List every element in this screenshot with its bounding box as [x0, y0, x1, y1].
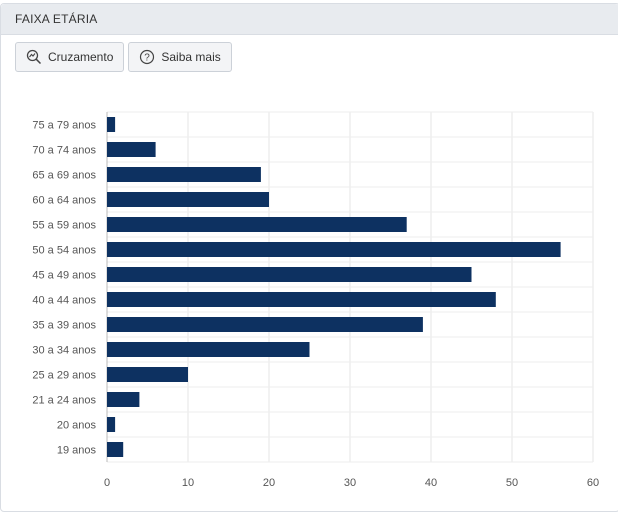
age-range-panel: FAIXA ETÁRIA Cruzamento ? Saiba mais — [0, 3, 618, 512]
y-tick-label: 21 a 24 anos — [32, 395, 96, 407]
y-tick-label: 30 a 34 anos — [32, 345, 96, 357]
bar — [107, 317, 423, 332]
bar — [107, 142, 156, 157]
magnifier-chart-icon — [26, 49, 42, 65]
bar — [107, 292, 496, 307]
y-tick-label: 45 a 49 anos — [32, 270, 96, 282]
y-tick-label: 35 a 39 anos — [32, 320, 96, 332]
x-tick-label: 20 — [263, 477, 275, 489]
info-button[interactable]: ? Saiba mais — [128, 42, 232, 72]
y-tick-label: 60 a 64 anos — [32, 195, 96, 207]
bar — [107, 367, 188, 382]
x-tick-label: 0 — [104, 477, 110, 489]
svg-text:?: ? — [145, 53, 151, 64]
y-tick-label: 19 anos — [57, 445, 97, 457]
y-tick-label: 50 a 54 anos — [32, 245, 96, 257]
info-button-label: Saiba mais — [161, 50, 221, 64]
y-tick-label: 25 a 29 anos — [32, 370, 96, 382]
bar — [107, 192, 269, 207]
y-tick-label: 55 a 59 anos — [32, 220, 96, 232]
bar — [107, 167, 261, 182]
y-tick-label: 40 a 44 anos — [32, 295, 96, 307]
bar — [107, 217, 407, 232]
x-tick-label: 50 — [506, 477, 518, 489]
bar — [107, 392, 140, 407]
toolbar: Cruzamento ? Saiba mais — [15, 42, 232, 72]
x-tick-label: 40 — [425, 477, 437, 489]
y-tick-label: 65 a 69 anos — [32, 170, 96, 182]
x-tick-label: 60 — [587, 477, 599, 489]
cross-button[interactable]: Cruzamento — [15, 42, 125, 72]
bar — [107, 117, 116, 132]
bar — [107, 267, 472, 282]
cross-button-label: Cruzamento — [48, 50, 114, 64]
bar — [107, 417, 116, 432]
x-tick-label: 30 — [344, 477, 356, 489]
y-tick-label: 75 a 79 anos — [32, 120, 96, 132]
bar — [107, 442, 124, 457]
x-tick-label: 10 — [182, 477, 194, 489]
question-circle-icon: ? — [140, 49, 155, 65]
bar — [107, 242, 561, 257]
y-tick-label: 70 a 74 anos — [32, 145, 96, 157]
panel-title: FAIXA ETÁRIA — [15, 12, 98, 26]
bar — [107, 342, 310, 357]
panel-header: FAIXA ETÁRIA — [1, 4, 618, 35]
y-tick-label: 20 anos — [57, 420, 97, 432]
